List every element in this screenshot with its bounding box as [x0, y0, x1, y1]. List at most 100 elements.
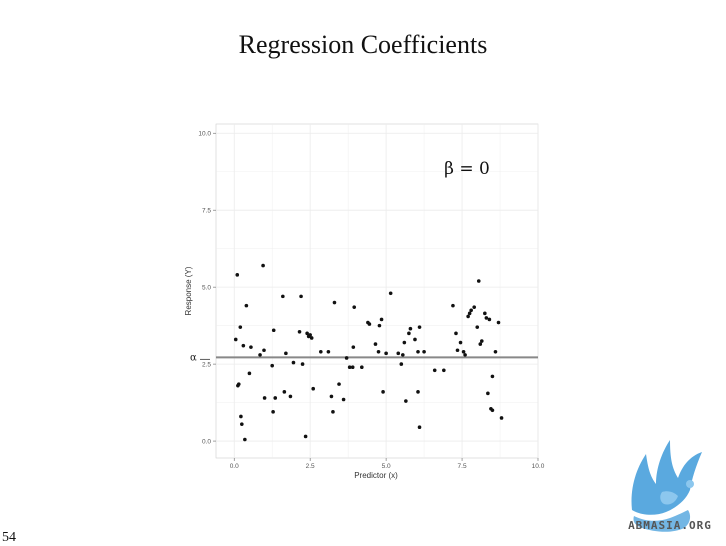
data-point [478, 342, 483, 346]
data-point [303, 434, 308, 439]
abmasia-logo [631, 440, 702, 532]
chart-grid [216, 124, 539, 458]
chart-axes: 0.0 2.5 5.0 7.5 10.0 0.0 2.5 5.0 7.5 10.0 [198, 131, 544, 470]
x-tick-label: 7.5 [458, 463, 467, 470]
data-point [472, 305, 477, 309]
y-tick-label: 2.5 [202, 362, 211, 369]
data-point [475, 325, 480, 329]
y-tick-label: 5.0 [202, 285, 211, 292]
plot-panel [215, 123, 539, 459]
data-point [309, 336, 314, 340]
data-point [332, 300, 337, 305]
data-point [408, 326, 413, 331]
data-point [233, 337, 238, 342]
data-point [281, 294, 285, 299]
data-point [373, 342, 378, 346]
data-point [249, 345, 253, 349]
data-point [297, 329, 302, 334]
data-point [326, 349, 331, 354]
data-point [487, 317, 492, 322]
x-tick-label: 2.5 [306, 463, 315, 470]
data-point [243, 437, 247, 442]
data-point [344, 356, 349, 360]
data-point [311, 386, 316, 391]
data-point [484, 316, 489, 320]
data-point [262, 396, 267, 400]
data-point [486, 391, 490, 396]
data-point [239, 414, 243, 419]
data-point [381, 390, 385, 394]
data-point [288, 394, 293, 399]
y-axis-label: Response (Y) [184, 266, 193, 315]
data-point [416, 349, 420, 354]
data-point [396, 351, 401, 356]
data-point [350, 365, 355, 369]
data-point [467, 311, 472, 316]
data-point [235, 273, 240, 277]
data-point [347, 365, 352, 369]
data-point [300, 362, 305, 366]
data-point [417, 325, 422, 329]
data-point [271, 328, 276, 333]
data-point [341, 397, 346, 402]
data-point [402, 340, 407, 345]
data-point [496, 320, 501, 325]
data-point [490, 374, 495, 379]
data-point [261, 263, 265, 268]
data-point [454, 331, 458, 336]
data-point [273, 396, 278, 400]
data-point [404, 399, 408, 403]
griffin-logo-icon [631, 440, 702, 532]
data-point [461, 349, 466, 354]
x-tick-label: 5.0 [382, 463, 391, 470]
data-point [331, 410, 335, 414]
y-tick-label: 10.0 [198, 131, 211, 138]
data-point [337, 382, 341, 386]
data-point [469, 308, 473, 313]
data-point [308, 333, 312, 337]
data-point [240, 422, 244, 426]
data-point [271, 410, 275, 414]
data-point [377, 323, 382, 328]
data-point [483, 311, 487, 316]
slide-title: Regression Coefficients [238, 30, 488, 59]
data-point [244, 303, 249, 308]
data-point [480, 339, 484, 343]
y-tick-label: 7.5 [202, 208, 211, 215]
data-point [238, 325, 243, 329]
data-point [270, 363, 274, 368]
data-point [379, 317, 384, 322]
data-point [401, 353, 405, 357]
data-point [416, 390, 420, 394]
data-point [417, 425, 422, 430]
data-point [413, 337, 417, 342]
data-point [258, 353, 262, 357]
data-point [493, 349, 498, 354]
logo-text: ABMASIA.ORG [628, 519, 712, 532]
data-point [367, 322, 372, 326]
data-point [458, 340, 463, 345]
data-point [432, 368, 437, 373]
data-points [233, 263, 504, 442]
data-point [352, 305, 357, 309]
data-point [422, 349, 426, 354]
data-point [490, 408, 495, 413]
y-tick-label: 0.0 [202, 439, 211, 446]
data-point [455, 348, 460, 353]
data-point [282, 390, 287, 394]
data-point [399, 362, 404, 366]
data-point [329, 394, 334, 399]
data-point [305, 331, 309, 336]
data-point [247, 371, 252, 376]
data-point [262, 348, 266, 353]
data-point [299, 294, 303, 299]
data-point [442, 368, 446, 373]
data-point [319, 349, 323, 354]
data-point [241, 343, 246, 348]
beta-annotation: β = 0 [444, 159, 490, 179]
data-point [451, 303, 455, 308]
x-axis-label: Predictor (x) [354, 471, 398, 480]
data-point [407, 331, 411, 336]
alpha-reference-line: α [190, 352, 538, 363]
